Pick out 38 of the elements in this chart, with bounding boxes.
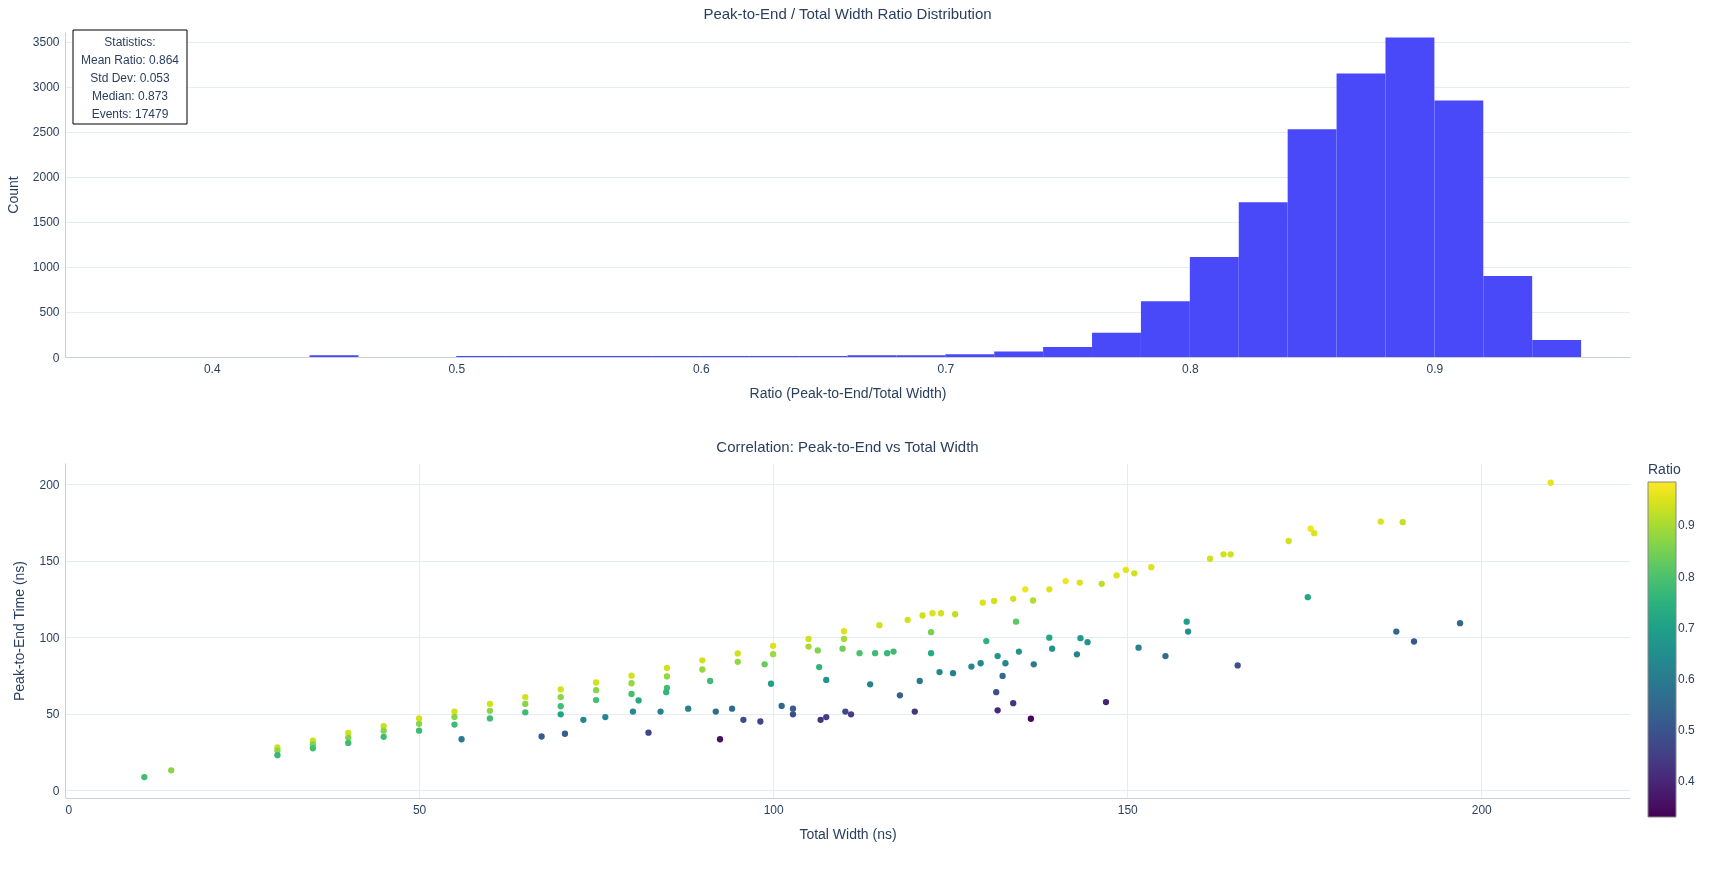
y-tick-label: 1500 bbox=[32, 215, 60, 230]
color-bar-label: 0.5 bbox=[1678, 723, 1696, 738]
color-bar-label: 0.9 bbox=[1678, 518, 1696, 533]
y-tick-label: 2500 bbox=[32, 125, 60, 140]
y-tick-label: 100 bbox=[39, 630, 60, 645]
x-tick-label: 0.7 bbox=[937, 361, 955, 376]
annotation: Statistics: Mean Ratio: 0.864 Std Dev: 0.053 Median: 0.873 Events: 17479 bbox=[80, 35, 180, 121]
x-tick-label: 0 bbox=[65, 802, 73, 817]
y-tick-label: 1000 bbox=[32, 260, 60, 275]
y-tick-label: 150 bbox=[39, 554, 60, 569]
x-tick-label: 150 bbox=[1117, 802, 1139, 817]
y-tick-label: 500 bbox=[39, 305, 60, 320]
y-tick-label: 200 bbox=[39, 477, 60, 492]
x-tick-label: 100 bbox=[763, 802, 784, 817]
y-tick-label: 3500 bbox=[32, 35, 60, 50]
y-axis-title: Count bbox=[4, 176, 21, 214]
x-tick-label: 0.4 bbox=[203, 361, 221, 376]
color-bar-label: 0.4 bbox=[1678, 774, 1696, 789]
x-axis-title: Total Width (ns) bbox=[799, 825, 897, 842]
x-tick-label: 50 bbox=[412, 802, 427, 817]
y-tick-label: 3000 bbox=[32, 80, 60, 95]
y-tick-label: 2000 bbox=[32, 170, 60, 185]
x-tick-label: 0.9 bbox=[1426, 361, 1444, 376]
color-bar-label: 0.7 bbox=[1678, 620, 1696, 635]
y-axis-title: Peak-to-End Time (ns) bbox=[11, 560, 28, 702]
color-bar-title: Ratio bbox=[1648, 461, 1681, 477]
chart-title: Correlation: Peak-to-End vs Total Width bbox=[716, 438, 979, 455]
color-bar-label: 0.8 bbox=[1678, 569, 1696, 584]
x-tick-label: 0.6 bbox=[692, 361, 710, 376]
x-tick-label: 200 bbox=[1471, 802, 1493, 817]
x-axis-title: Ratio (Peak-to-End/Total Width) bbox=[749, 384, 947, 401]
chart-title: Peak-to-End / Total Width Ratio Distribution bbox=[703, 4, 992, 22]
y-tick-label: 0 bbox=[52, 783, 60, 798]
y-tick-label: 0 bbox=[52, 350, 60, 365]
color-bar-label: 0.6 bbox=[1678, 671, 1696, 686]
x-tick-label: 0.8 bbox=[1182, 361, 1200, 376]
y-tick-label: 50 bbox=[46, 707, 60, 722]
x-tick-label: 0.5 bbox=[448, 361, 466, 376]
